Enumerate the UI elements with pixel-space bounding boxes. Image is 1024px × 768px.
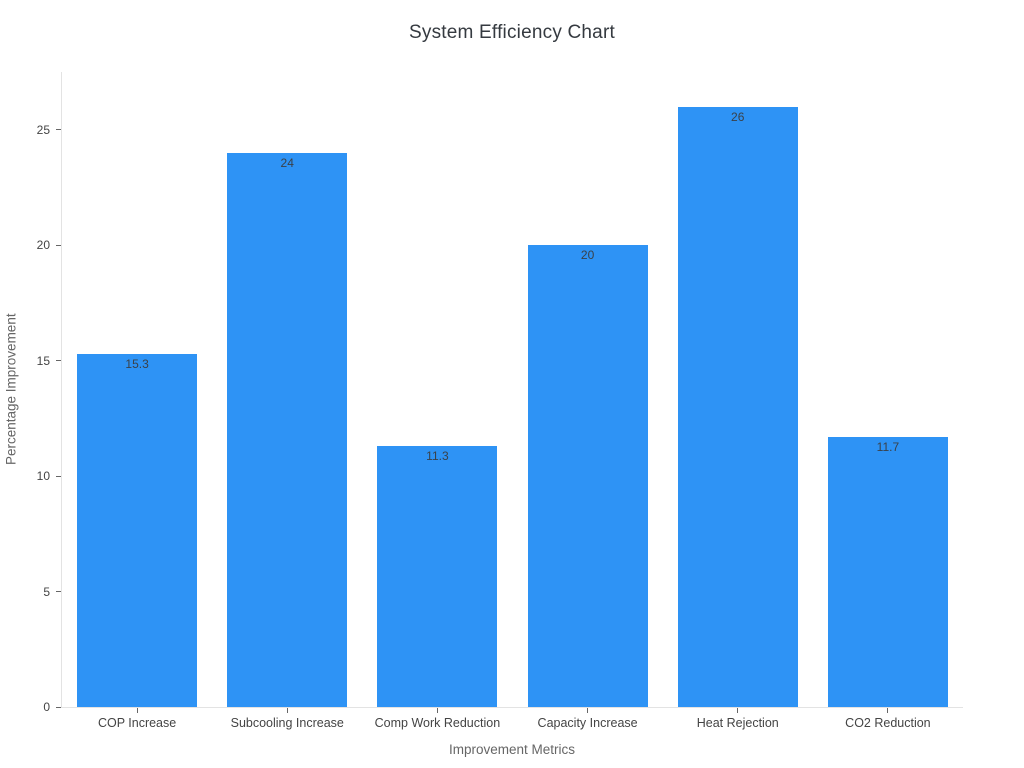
x-tick-label: Comp Work Reduction <box>374 716 501 730</box>
x-axis-line <box>61 707 963 708</box>
y-axis-line <box>61 72 62 708</box>
y-tick-label: 20 <box>36 238 50 253</box>
y-tick-mark <box>56 129 61 131</box>
bar-value-label: 11.3 <box>426 449 449 464</box>
y-tick-mark <box>56 360 61 362</box>
x-tick-mark <box>737 708 739 713</box>
x-tick-label: COP Increase <box>97 716 177 730</box>
x-tick-mark <box>587 708 589 713</box>
bar-value-label: 11.7 <box>876 439 900 454</box>
y-tick-label: 0 <box>43 700 50 714</box>
x-tick-label: CO2 Reduction <box>845 716 931 730</box>
plot-area: 15.3 COP Increase 24 Subcooling Increase 11.… <box>37 72 963 730</box>
bar-value-label: 24 <box>280 155 294 170</box>
y-tick-mark <box>56 244 61 246</box>
x-tick-label: Heat Rejection <box>696 716 779 730</box>
bar-value-label: 26 <box>731 109 745 124</box>
y-tick-label: 5 <box>43 584 50 599</box>
bar-heat-rejection: 26 <box>677 106 798 707</box>
bar-cop-increase: 15.3 <box>77 353 198 707</box>
x-tick-mark <box>286 708 288 713</box>
y-tick-mark <box>56 706 61 708</box>
x-tick-mark <box>436 708 438 713</box>
bar-co2-reduction: 11.7 <box>827 436 948 707</box>
bar-value-label: 15.3 <box>125 356 149 371</box>
chart-title: System Efficiency Chart <box>409 22 615 43</box>
y-axis-title: Percentage Improvement <box>3 313 19 466</box>
x-tick-mark <box>887 708 889 713</box>
x-tick-label: Capacity Increase <box>537 716 638 730</box>
y-tick-label: 10 <box>36 469 50 484</box>
x-axis-title: Improvement Metrics <box>448 742 576 757</box>
bar-subcooling-increase: 24 <box>227 152 348 707</box>
y-tick-label: 15 <box>36 353 50 368</box>
bar-comp-work-reduction: 11.3 <box>377 446 498 707</box>
x-tick-label: Subcooling Increase <box>230 716 344 730</box>
x-tick-mark <box>136 708 138 713</box>
y-tick-mark <box>56 475 61 477</box>
y-tick-label: 25 <box>36 122 50 137</box>
bar-capacity-increase: 20 <box>527 245 648 707</box>
y-tick-mark <box>56 591 61 593</box>
bar-value-label: 20 <box>580 248 595 263</box>
